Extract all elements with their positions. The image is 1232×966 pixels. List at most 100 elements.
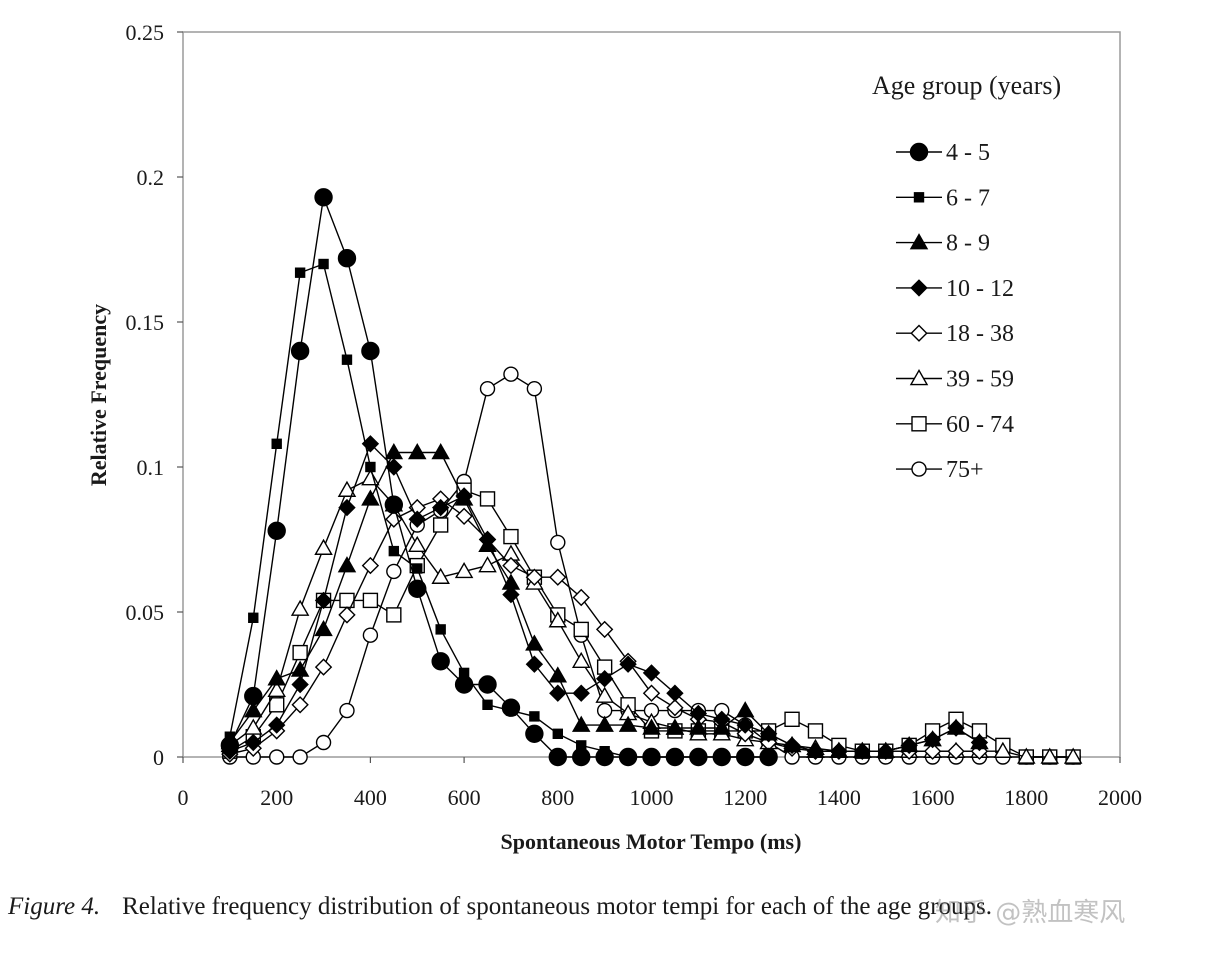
y-tick-label: 0.25 (126, 20, 165, 45)
legend-entry: 10 - 12 (896, 276, 1014, 302)
x-tick-label: 800 (541, 785, 574, 810)
data-point (454, 489, 474, 506)
data-point (619, 655, 637, 673)
data-point (642, 747, 661, 767)
data-point (759, 747, 778, 767)
data-point (548, 747, 567, 767)
data-point (407, 535, 427, 553)
legend-entry: 75+ (896, 457, 984, 483)
data-point (572, 588, 590, 607)
data-point (478, 535, 497, 553)
data-point (549, 568, 567, 586)
data-point (269, 749, 285, 765)
data-point (526, 381, 543, 397)
series-layer (220, 188, 1083, 767)
data-point (571, 715, 591, 732)
legend-marker (909, 369, 929, 386)
x-tick-label: 400 (354, 785, 387, 810)
data-point (947, 742, 965, 760)
legend-marker (910, 324, 928, 342)
data-point (501, 573, 521, 590)
data-point (784, 711, 800, 727)
data-point (712, 718, 732, 735)
legend-label: 39 - 59 (946, 367, 1014, 393)
x-tick-label: 1600 (911, 785, 955, 810)
data-point (435, 624, 446, 635)
data-point (454, 675, 474, 694)
legend-entry: 4 - 5 (896, 140, 990, 166)
data-point (618, 747, 638, 767)
data-point (318, 258, 329, 270)
data-point (642, 684, 661, 702)
y-tick-label: 0.05 (126, 600, 165, 625)
data-point (294, 267, 306, 278)
data-point (337, 480, 357, 497)
data-point (292, 644, 308, 661)
x-tick-label: 1400 (817, 785, 861, 810)
x-tick-label: 1000 (630, 785, 674, 810)
data-point (314, 658, 333, 676)
data-point (689, 718, 708, 735)
data-point (384, 495, 404, 514)
legend-label: 8 - 9 (946, 231, 990, 257)
data-point (432, 517, 449, 533)
data-point (503, 528, 519, 545)
data-point (666, 699, 684, 717)
legend-label: 75+ (946, 457, 984, 483)
axes: 0 200 400 600 800 1000 1200 1400 1600 1800 2000 0 0.… (126, 20, 1143, 810)
data-point (248, 612, 259, 623)
data-point (386, 563, 402, 580)
x-tick-label: 1800 (1004, 785, 1048, 810)
y-tick-label: 0.1 (137, 455, 165, 480)
legend: Age group (years) 4 - 5 6 - 7 8 - 9 10 - 12… (872, 71, 1061, 483)
data-point (525, 724, 544, 743)
legend-entry: 39 - 59 (896, 367, 1014, 393)
data-point (388, 545, 400, 557)
data-point (314, 619, 333, 637)
data-point (665, 718, 685, 735)
data-point (408, 510, 426, 528)
x-tick-label: 1200 (723, 785, 767, 810)
data-point (642, 718, 661, 735)
data-point (595, 670, 614, 688)
data-point (407, 443, 427, 460)
legend-label: 10 - 12 (946, 276, 1014, 302)
caption-text: Relative frequency distribution of spont… (122, 893, 993, 920)
data-point (267, 521, 286, 540)
data-point (572, 747, 591, 767)
data-point (292, 749, 308, 765)
data-point (759, 724, 778, 741)
data-point (549, 684, 567, 702)
data-point (548, 666, 568, 683)
data-point (337, 249, 357, 268)
chart: 0 200 400 600 800 1000 1200 1400 1600 1800 2000 0 0.… (86, 20, 1143, 854)
data-point (479, 381, 496, 397)
data-point (502, 585, 520, 604)
data-point (431, 652, 450, 671)
legend-marker (911, 461, 927, 477)
legend-entry: 8 - 9 (896, 231, 990, 257)
data-point (1063, 747, 1083, 764)
data-point (244, 701, 263, 718)
data-point (482, 699, 493, 710)
data-point (341, 354, 353, 365)
data-point (993, 741, 1013, 758)
data-point (314, 538, 333, 555)
data-point (455, 507, 473, 525)
legend-entry: 18 - 38 (896, 321, 1014, 347)
data-point (478, 675, 497, 694)
watermark: 知乎 @熟血寒风 (935, 898, 1126, 928)
data-point (362, 592, 379, 609)
data-point (361, 489, 380, 506)
data-point (478, 556, 497, 573)
legend-label: 6 - 7 (946, 185, 990, 211)
data-point (268, 716, 286, 734)
data-point (479, 491, 496, 507)
data-point (269, 697, 285, 713)
legend-entry: 6 - 7 (896, 185, 990, 211)
legend-title: Age group (years) (872, 71, 1061, 100)
data-point (314, 188, 333, 207)
data-point (454, 561, 474, 579)
data-point (736, 725, 754, 743)
x-tick-label: 600 (448, 785, 481, 810)
